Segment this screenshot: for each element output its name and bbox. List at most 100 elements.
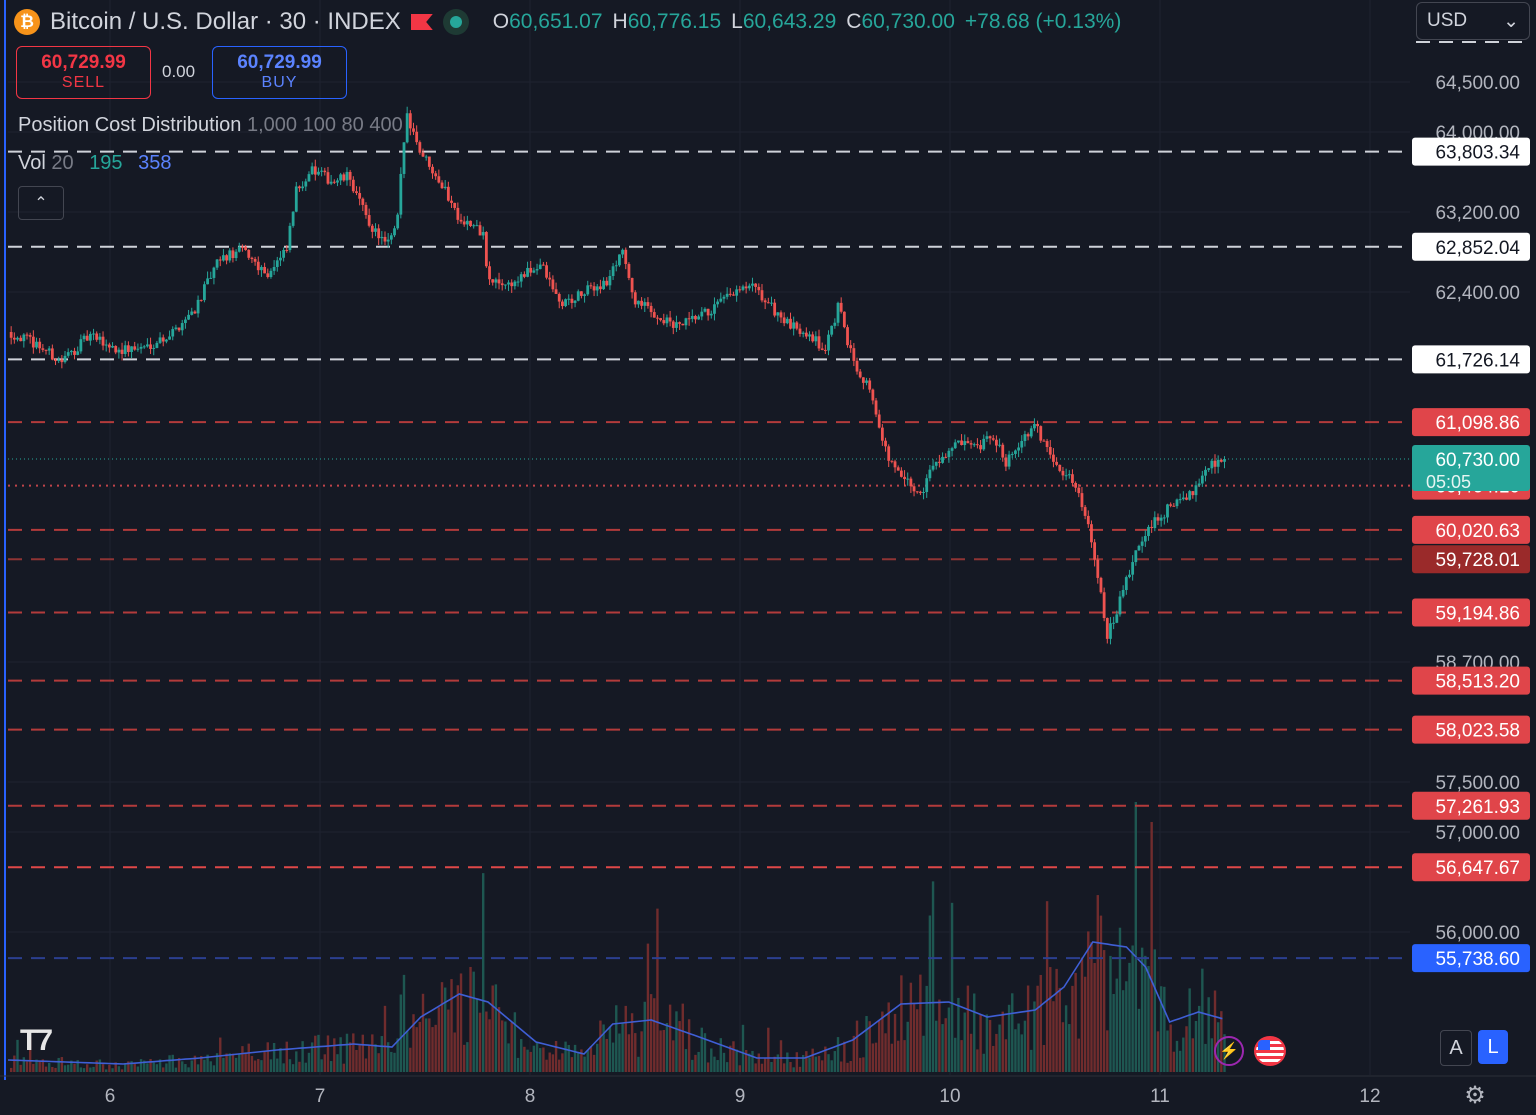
- candle-body: [60, 359, 64, 363]
- volume-bar: [146, 1063, 149, 1072]
- volume-bar: [288, 1059, 292, 1072]
- candle-body: [830, 325, 834, 335]
- candle-body: [1083, 507, 1087, 516]
- candle-body: [177, 327, 181, 331]
- auto-scale-button[interactable]: A: [1440, 1030, 1472, 1066]
- candle-body: [1191, 491, 1195, 496]
- candle-body: [361, 198, 365, 205]
- volume-bar: [478, 1012, 482, 1072]
- candle-body: [1162, 517, 1166, 519]
- tradingview-logo-icon[interactable]: T7: [20, 1024, 53, 1057]
- volume-bar: [887, 1002, 890, 1072]
- log-scale-button[interactable]: L: [1478, 1030, 1508, 1064]
- symbol-title[interactable]: Bitcoin / U.S. Dollar · 30 · INDEX: [50, 8, 401, 35]
- candle-body: [605, 280, 609, 286]
- volume-bar: [846, 1062, 849, 1072]
- candle-body: [209, 277, 213, 279]
- bolt-icon[interactable]: ⚡: [1214, 1036, 1244, 1066]
- volume-bar: [231, 1053, 235, 1072]
- candle-body: [266, 273, 270, 278]
- time-axis[interactable]: 6 7 8 9 10 11 12: [105, 1086, 1381, 1107]
- volume-bar: [162, 1067, 165, 1072]
- price-level-label: 58,023.58: [1435, 721, 1520, 742]
- volume-bar: [1042, 1045, 1046, 1072]
- volume-ma-line: [7, 941, 1223, 1065]
- volume-bar: [342, 1063, 346, 1072]
- volume-bar: [1052, 1001, 1055, 1072]
- volume-bar: [1166, 1030, 1169, 1072]
- volume-bar: [86, 1064, 89, 1072]
- candle-body: [301, 186, 305, 189]
- candle-body: [174, 327, 178, 330]
- candle-body: [1026, 434, 1030, 437]
- candle-body: [640, 300, 643, 306]
- volume-bar: [1080, 957, 1084, 1072]
- candle-body: [494, 279, 498, 283]
- market-status-icon[interactable]: [442, 9, 469, 35]
- candle-body: [323, 170, 327, 173]
- price-level-label: 63,803.34: [1435, 143, 1520, 164]
- sell-button[interactable]: 60,729.99 SELL: [16, 46, 151, 99]
- volume-bar: [152, 1062, 155, 1072]
- volume-bar: [304, 1062, 307, 1072]
- candle-body: [580, 291, 583, 296]
- candle-body: [1185, 497, 1188, 500]
- volume-bar: [615, 1005, 618, 1072]
- volume-bar: [1020, 1034, 1023, 1072]
- volume-bar: [361, 1034, 365, 1072]
- volume-bar: [222, 1057, 225, 1072]
- volume-bar: [307, 1052, 311, 1072]
- volume-bar: [133, 1063, 136, 1072]
- volume-bar: [1033, 1001, 1036, 1072]
- candle-body: [1166, 504, 1169, 518]
- volume-bar: [412, 1014, 415, 1072]
- volume-bar: [1074, 972, 1077, 1072]
- volume-bar: [215, 1053, 219, 1072]
- candle-body: [643, 302, 647, 306]
- candle-body: [960, 440, 963, 446]
- candle-body: [937, 461, 941, 463]
- candle-body: [551, 279, 555, 290]
- volume-bar: [786, 1052, 789, 1072]
- candle-body: [225, 255, 228, 261]
- collapse-indicators-button[interactable]: ⌃: [18, 186, 64, 220]
- candle-body: [554, 289, 558, 294]
- settings-icon[interactable]: ⚙: [1464, 1081, 1486, 1109]
- volume-bar: [41, 1059, 45, 1072]
- candle-body: [858, 371, 862, 378]
- volume-bar: [665, 1022, 669, 1072]
- candle-body: [839, 302, 843, 312]
- candle-body: [456, 207, 460, 220]
- candle-body: [288, 225, 292, 251]
- us-flag-icon[interactable]: [1254, 1036, 1286, 1066]
- currency-select[interactable]: USD ⌄: [1416, 2, 1530, 40]
- candle-body: [171, 329, 175, 337]
- indicator-volume[interactable]: Vol 20 195 358: [18, 152, 172, 175]
- indicator-pcd[interactable]: Position Cost Distribution 1,000 100 80 …: [18, 114, 403, 137]
- candle-body: [367, 215, 371, 226]
- time-tick-label: 12: [1359, 1086, 1380, 1107]
- candle-body: [260, 266, 263, 271]
- volume-bar: [1045, 901, 1049, 1072]
- volume-bar: [238, 1054, 241, 1072]
- volume-bar: [1030, 1049, 1033, 1072]
- candle-body: [1071, 474, 1074, 483]
- candle-body: [1067, 474, 1071, 476]
- candle-body: [434, 173, 438, 177]
- price-axis[interactable]: 64,500.0064,000.0063,200.0062,400.0058,7…: [1412, 73, 1530, 973]
- price-level-label: 58,513.20: [1435, 672, 1520, 693]
- candle-body: [47, 348, 51, 351]
- candle-body: [928, 469, 932, 479]
- volume-bar: [539, 1048, 542, 1072]
- volume-bar: [827, 1054, 830, 1072]
- candle-body: [1128, 574, 1131, 578]
- volume-bar: [491, 985, 494, 1072]
- volume-bar: [1140, 947, 1144, 1072]
- flag-icon[interactable]: [410, 14, 433, 30]
- volume-bar: [475, 998, 479, 1072]
- buy-button[interactable]: 60,729.99 BUY: [212, 46, 347, 99]
- volume-bar: [767, 1027, 770, 1072]
- price-tick-label: 62,400.00: [1435, 283, 1520, 304]
- candle-body: [1159, 517, 1163, 521]
